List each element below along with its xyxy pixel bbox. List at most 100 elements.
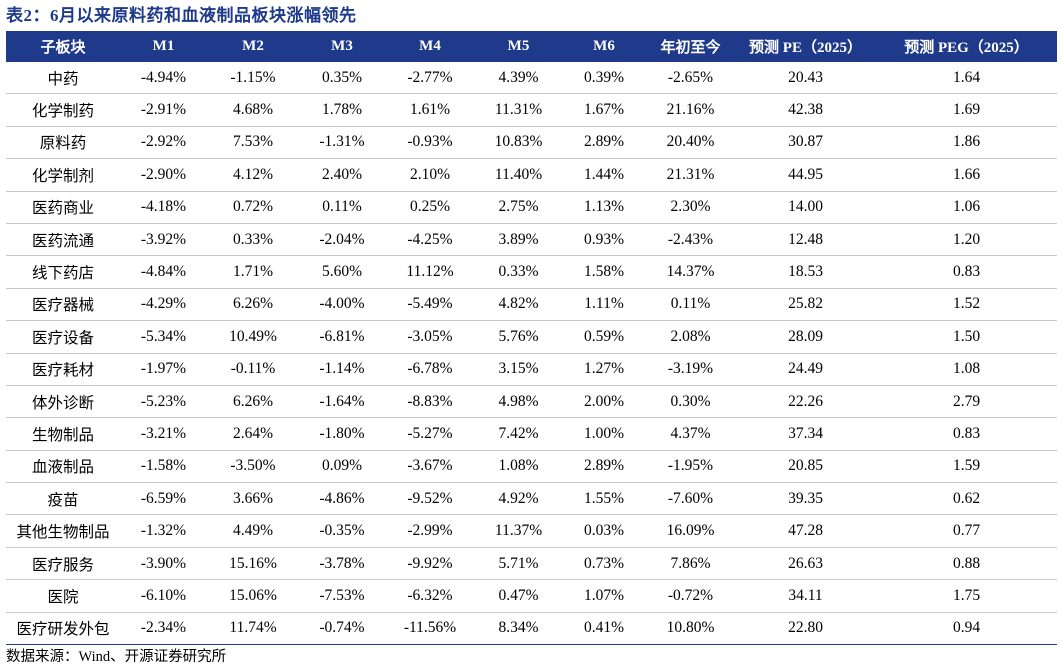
cell-forecast-peg: 1.86	[876, 126, 1057, 160]
cell-m6: 1.13%	[562, 191, 646, 224]
cell-forecast-peg: 0.88	[876, 547, 1057, 581]
cell-sector: 医院	[6, 579, 120, 613]
cell-m4: -2.77%	[385, 62, 475, 95]
cell-m5: 11.37%	[475, 514, 562, 548]
cell-m4: -5.27%	[385, 417, 475, 451]
cell-sector: 中药	[6, 62, 120, 95]
table-body: 中药 -4.94% -1.15% 0.35% -2.77% 4.39% 0.39% -2.65…	[6, 62, 1057, 646]
cell-m3: -1.64%	[299, 385, 385, 419]
table-row: 医药商业 -4.18% 0.72% 0.11% 0.25% 2.75% 1.13% 2.30%…	[6, 191, 1057, 224]
cell-sector: 线下药店	[6, 255, 120, 289]
cell-m4: 0.25%	[385, 191, 475, 224]
cell-m6: 1.27%	[562, 353, 646, 386]
header-m4: M4	[385, 31, 475, 62]
cell-m1: -4.84%	[120, 255, 207, 289]
cell-m2: 6.26%	[207, 288, 299, 322]
cell-sector: 化学制剂	[6, 158, 120, 192]
cell-m5: 0.33%	[475, 255, 562, 289]
header-m1: M1	[120, 31, 207, 62]
cell-m4: -3.05%	[385, 320, 475, 354]
cell-m3: 5.60%	[299, 255, 385, 289]
cell-m5: 1.08%	[475, 450, 562, 484]
cell-m1: -2.34%	[120, 612, 207, 646]
cell-m3: -6.81%	[299, 320, 385, 354]
table-row: 医院 -6.10% 15.06% -7.53% -6.32% 0.47% 1.07% -0.7…	[6, 579, 1057, 613]
cell-forecast-peg: 1.08	[876, 353, 1057, 386]
cell-m5: 7.42%	[475, 417, 562, 451]
cell-sector: 医疗设备	[6, 320, 120, 354]
cell-forecast-peg: 1.59	[876, 450, 1057, 484]
cell-m2: 3.66%	[207, 482, 299, 516]
cell-m5: 2.75%	[475, 191, 562, 224]
cell-ytd: -7.60%	[646, 482, 735, 516]
cell-ytd: -3.19%	[646, 353, 735, 386]
table-row: 中药 -4.94% -1.15% 0.35% -2.77% 4.39% 0.39% -2.65…	[6, 62, 1057, 95]
cell-m1: -5.23%	[120, 385, 207, 419]
cell-m3: 0.35%	[299, 62, 385, 95]
table-row: 化学制药 -2.91% 4.68% 1.78% 1.61% 11.31% 1.67% 21.1…	[6, 93, 1057, 127]
cell-m5: 4.92%	[475, 482, 562, 516]
table-row: 化学制剂 -2.90% 4.12% 2.40% 2.10% 11.40% 1.44% 21.3…	[6, 158, 1057, 192]
cell-m6: 1.07%	[562, 579, 646, 613]
cell-ytd: 10.80%	[646, 612, 735, 646]
cell-m6: 2.89%	[562, 126, 646, 160]
cell-m6: 0.03%	[562, 514, 646, 548]
cell-forecast-peg: 0.83	[876, 417, 1057, 451]
cell-m3: -1.31%	[299, 126, 385, 160]
table-row: 原料药 -2.92% 7.53% -1.31% -0.93% 10.83% 2.89% 20.…	[6, 126, 1057, 160]
cell-m6: 1.55%	[562, 482, 646, 516]
cell-forecast-peg: 1.69	[876, 93, 1057, 127]
header-forecast-peg: 预测 PEG（2025）	[876, 31, 1057, 62]
cell-forecast-pe: 39.35	[735, 482, 876, 516]
cell-forecast-peg: 1.52	[876, 288, 1057, 322]
cell-m6: 0.39%	[562, 62, 646, 95]
cell-m4: -9.92%	[385, 547, 475, 581]
cell-m3: -2.04%	[299, 223, 385, 257]
cell-m6: 2.00%	[562, 385, 646, 419]
cell-m5: 5.71%	[475, 547, 562, 581]
cell-m2: -3.50%	[207, 450, 299, 484]
table-row: 体外诊断 -5.23% 6.26% -1.64% -8.83% 4.98% 2.00% 0.3…	[6, 385, 1057, 419]
cell-m3: -0.35%	[299, 514, 385, 548]
cell-m5: 4.98%	[475, 385, 562, 419]
cell-m5: 5.76%	[475, 320, 562, 354]
cell-m1: -4.18%	[120, 191, 207, 224]
cell-forecast-peg: 1.20	[876, 223, 1057, 257]
cell-forecast-peg: 0.83	[876, 255, 1057, 289]
table-row: 医疗耗材 -1.97% -0.11% -1.14% -6.78% 3.15% 1.27% -3…	[6, 353, 1057, 386]
cell-sector: 其他生物制品	[6, 514, 120, 548]
cell-m4: -8.83%	[385, 385, 475, 419]
cell-m2: 4.12%	[207, 158, 299, 192]
cell-ytd: 16.09%	[646, 514, 735, 548]
cell-m2: 10.49%	[207, 320, 299, 354]
cell-m5: 11.40%	[475, 158, 562, 192]
cell-forecast-pe: 47.28	[735, 514, 876, 548]
cell-sector: 疫苗	[6, 482, 120, 516]
cell-m5: 0.47%	[475, 579, 562, 613]
cell-forecast-pe: 22.26	[735, 385, 876, 419]
table-row: 其他生物制品 -1.32% 4.49% -0.35% -2.99% 11.37% 0.03%…	[6, 514, 1057, 548]
cell-m6: 0.73%	[562, 547, 646, 581]
cell-sector: 医疗器械	[6, 288, 120, 322]
data-source-note: 数据来源：Wind、开源证券研究所	[6, 649, 227, 665]
cell-ytd: 7.86%	[646, 547, 735, 581]
cell-m4: 1.61%	[385, 93, 475, 127]
sector-performance-table: 子板块 M1 M2 M3 M4 M5 M6 年初至今 预测 PE（2025） 预…	[6, 31, 1057, 646]
cell-m6: 1.67%	[562, 93, 646, 127]
cell-ytd: 21.16%	[646, 93, 735, 127]
cell-sector: 医药流通	[6, 223, 120, 257]
cell-m2: 7.53%	[207, 126, 299, 160]
cell-forecast-pe: 20.43	[735, 62, 876, 95]
cell-m3: -4.00%	[299, 288, 385, 322]
cell-m1: -4.29%	[120, 288, 207, 322]
cell-m2: 1.71%	[207, 255, 299, 289]
cell-m6: 0.59%	[562, 320, 646, 354]
table-row: 医疗器械 -4.29% 6.26% -4.00% -5.49% 4.82% 1.11% 0.1…	[6, 288, 1057, 322]
header-sector: 子板块	[6, 31, 120, 62]
cell-ytd: -1.95%	[646, 450, 735, 484]
cell-forecast-pe: 12.48	[735, 223, 876, 257]
cell-forecast-peg: 1.66	[876, 158, 1057, 192]
cell-m2: -0.11%	[207, 353, 299, 386]
cell-forecast-peg: 0.94	[876, 612, 1057, 646]
cell-m2: 15.16%	[207, 547, 299, 581]
